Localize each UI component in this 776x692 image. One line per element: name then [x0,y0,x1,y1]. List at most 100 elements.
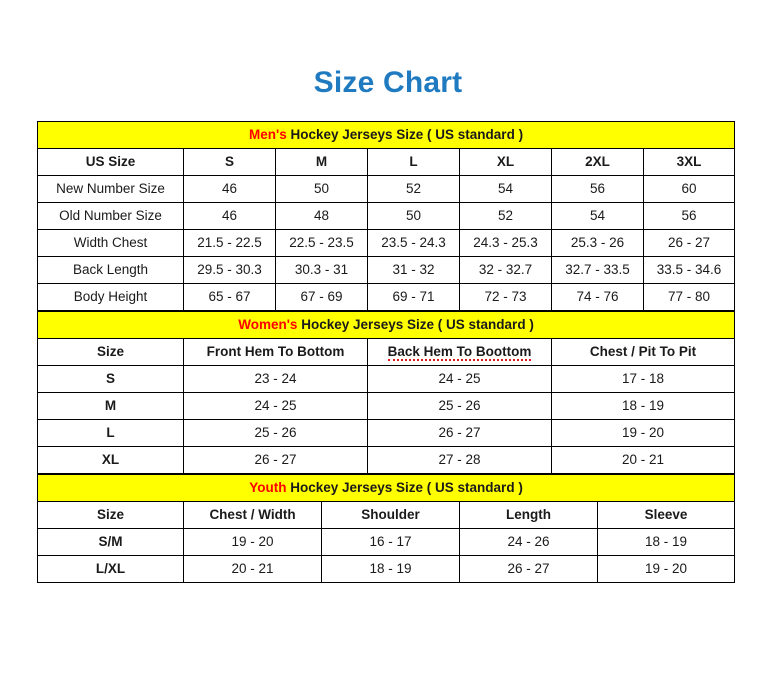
womens-col-head-2-text: Back Hem To Boottom [387,343,532,361]
mens-size-table: Men's Hockey Jerseys Size ( US standard … [36,121,736,311]
mens-column-header-row: US Size S M L XL 2XL 3XL [37,148,736,176]
mens-col-head-2: M [275,148,368,176]
womens-row-0-cell-1: 24 - 25 [367,365,552,393]
womens-section-header-row: Women's Hockey Jerseys Size ( US standar… [36,311,736,339]
mens-row-4-cell-1: 67 - 69 [275,283,368,311]
table-row: L 25 - 26 26 - 27 19 - 20 [37,419,736,447]
table-row: M 24 - 25 25 - 26 18 - 19 [37,392,736,420]
mens-row-4-cell-5: 77 - 80 [642,283,736,311]
table-row: Old Number Size 46 48 50 52 54 56 [37,202,736,230]
page-title: Size Chart [313,66,463,99]
youth-size-table: Youth Hockey Jerseys Size ( US standard … [36,474,736,583]
mens-row-0-cell-4: 56 [551,175,644,203]
mens-row-1-label: Old Number Size [37,202,184,230]
youth-row-0-cell-2: 24 - 26 [459,528,598,556]
mens-row-4-cell-0: 65 - 67 [183,283,276,311]
womens-row-2-cell-2: 19 - 20 [550,419,736,447]
youth-col-head-3: Length [459,501,598,529]
mens-row-4-label: Body Height [37,283,184,311]
womens-header-rest: Hockey Jerseys Size ( US standard ) [297,316,534,332]
mens-row-1-cell-2: 50 [367,202,460,230]
mens-row-3-cell-3: 32 - 32.7 [459,256,552,284]
youth-row-1-cell-3: 19 - 20 [596,555,736,583]
youth-row-0-cell-0: 19 - 20 [183,528,322,556]
womens-col-head-0: Size [37,338,184,366]
mens-row-2-cell-5: 26 - 27 [642,229,736,257]
youth-row-0-cell-1: 16 - 17 [321,528,460,556]
table-row: XL 26 - 27 27 - 28 20 - 21 [37,446,736,474]
womens-row-2-label: L [37,419,184,447]
womens-row-0-cell-2: 17 - 18 [550,365,736,393]
mens-row-0-cell-3: 54 [459,175,552,203]
womens-row-1-cell-0: 24 - 25 [183,392,368,420]
mens-row-2-cell-1: 22.5 - 23.5 [275,229,368,257]
mens-col-head-1: S [183,148,276,176]
womens-col-head-1: Front Hem To Bottom [183,338,368,366]
mens-row-1-cell-5: 56 [642,202,736,230]
womens-row-1-cell-2: 18 - 19 [550,392,736,420]
womens-row-1-cell-1: 25 - 26 [367,392,552,420]
youth-row-1-cell-0: 20 - 21 [183,555,322,583]
mens-col-head-4: XL [459,148,552,176]
mens-row-1-cell-0: 46 [183,202,276,230]
mens-row-0-cell-2: 52 [367,175,460,203]
youth-row-1-cell-2: 26 - 27 [459,555,598,583]
mens-section-header-row: Men's Hockey Jerseys Size ( US standard … [36,121,736,149]
womens-col-head-2: Back Hem To Boottom [367,338,552,366]
table-row: S 23 - 24 24 - 25 17 - 18 [37,365,736,393]
table-row: New Number Size 46 50 52 54 56 60 [37,175,736,203]
youth-col-head-0: Size [37,501,184,529]
mens-row-2-cell-2: 23.5 - 24.3 [367,229,460,257]
mens-row-0-cell-5: 60 [642,175,736,203]
youth-row-0-label: S/M [37,528,184,556]
youth-section-header-row: Youth Hockey Jerseys Size ( US standard … [36,474,736,502]
size-tables-container: Men's Hockey Jerseys Size ( US standard … [36,121,736,583]
mens-header-rest: Hockey Jerseys Size ( US standard ) [286,126,524,142]
youth-header-accent: Youth [249,479,287,495]
youth-row-1-label: L/XL [37,555,184,583]
mens-row-4-cell-3: 72 - 73 [459,283,552,311]
mens-row-2-label: Width Chest [37,229,184,257]
mens-row-1-cell-4: 54 [551,202,644,230]
mens-row-0-cell-0: 46 [183,175,276,203]
womens-row-0-cell-0: 23 - 24 [183,365,368,393]
mens-col-head-3: L [367,148,460,176]
mens-row-2-cell-3: 24.3 - 25.3 [459,229,552,257]
mens-row-2-cell-0: 21.5 - 22.5 [183,229,276,257]
youth-row-1-cell-1: 18 - 19 [321,555,460,583]
mens-row-1-cell-1: 48 [275,202,368,230]
mens-row-0-cell-1: 50 [275,175,368,203]
mens-header-accent: Men's [248,126,287,142]
table-row: L/XL 20 - 21 18 - 19 26 - 27 19 - 20 [37,555,736,583]
mens-row-2-cell-4: 25.3 - 26 [551,229,644,257]
mens-row-3-cell-4: 32.7 - 33.5 [551,256,644,284]
mens-row-3-cell-0: 29.5 - 30.3 [183,256,276,284]
table-row: Body Height 65 - 67 67 - 69 69 - 71 72 -… [37,283,736,311]
mens-section-header: Men's Hockey Jerseys Size ( US standard … [36,121,736,149]
womens-row-3-label: XL [37,446,184,474]
womens-column-header-row: Size Front Hem To Bottom Back Hem To Boo… [37,338,736,366]
youth-col-head-4: Sleeve [596,501,736,529]
table-row: S/M 19 - 20 16 - 17 24 - 26 18 - 19 [37,528,736,556]
womens-row-2-cell-0: 25 - 26 [183,419,368,447]
mens-row-4-cell-4: 74 - 76 [551,283,644,311]
womens-row-2-cell-1: 26 - 27 [367,419,552,447]
mens-row-1-cell-3: 52 [459,202,552,230]
mens-col-head-6: 3XL [642,148,736,176]
womens-row-1-label: M [37,392,184,420]
mens-row-3-cell-1: 30.3 - 31 [275,256,368,284]
mens-row-0-label: New Number Size [37,175,184,203]
youth-col-head-2: Shoulder [321,501,460,529]
mens-col-head-5: 2XL [551,148,644,176]
youth-header-rest: Hockey Jerseys Size ( US standard ) [286,479,523,495]
mens-row-3-cell-2: 31 - 32 [367,256,460,284]
table-row: Back Length 29.5 - 30.3 30.3 - 31 31 - 3… [37,256,736,284]
mens-row-3-cell-5: 33.5 - 34.6 [642,256,736,284]
mens-col-head-0: US Size [37,148,184,176]
womens-row-3-cell-1: 27 - 28 [367,446,552,474]
youth-row-0-cell-3: 18 - 19 [596,528,736,556]
womens-section-header: Women's Hockey Jerseys Size ( US standar… [36,311,736,339]
womens-header-accent: Women's [238,316,298,332]
womens-row-3-cell-0: 26 - 27 [183,446,368,474]
